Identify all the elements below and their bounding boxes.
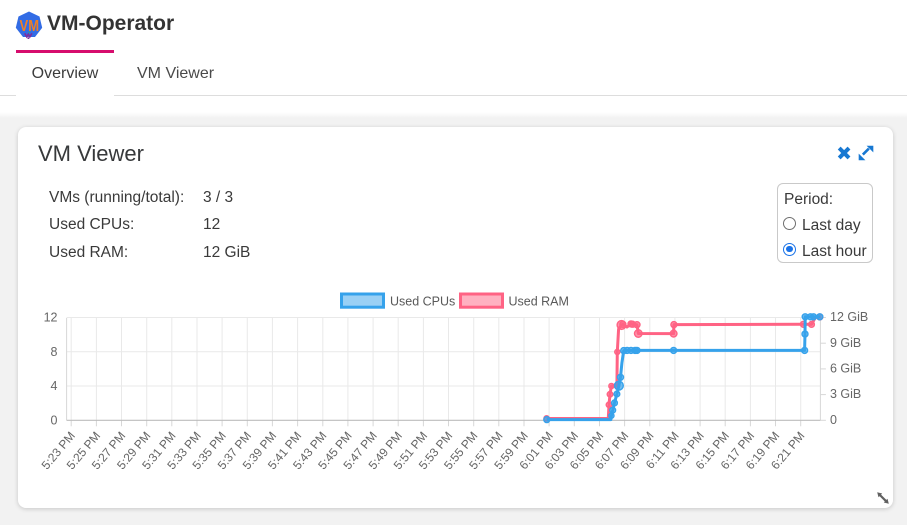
svg-text:VM: VM [20,18,40,35]
svg-text:0: 0 [830,413,837,427]
svg-text:Used RAM: Used RAM [509,294,569,308]
svg-text:Used CPUs: Used CPUs [390,294,455,308]
svg-text:9 GiB: 9 GiB [830,336,861,350]
svg-text:12: 12 [44,311,58,325]
svg-text:0: 0 [51,414,58,428]
svg-text:6 GiB: 6 GiB [830,362,861,376]
svg-text:12 GiB: 12 GiB [830,310,868,324]
svg-text:8: 8 [51,345,58,359]
svg-text:3 GiB: 3 GiB [830,387,861,401]
svg-text:4: 4 [51,379,58,393]
